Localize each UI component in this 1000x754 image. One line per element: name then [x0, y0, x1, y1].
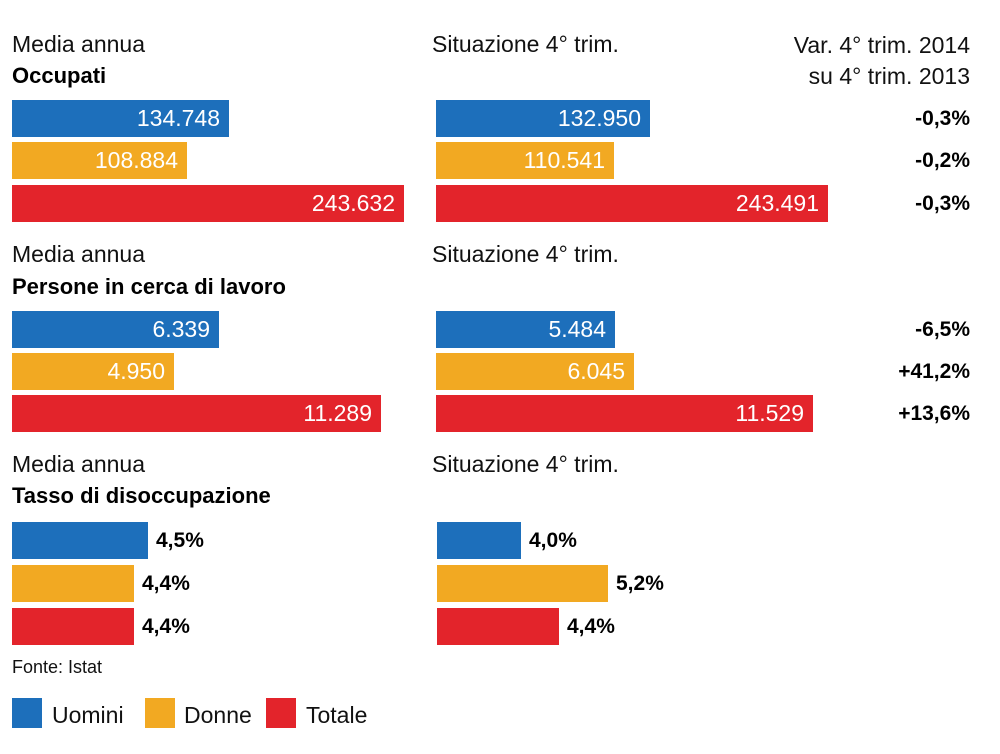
bar-cerca-annual-uomini: 6.339 — [12, 311, 219, 348]
legend-label-uomini: Uomini — [52, 702, 124, 728]
change-occupati-totale: -0,3% — [915, 192, 970, 215]
bar-tasso-annual-totale — [12, 608, 134, 645]
section2-left-label: Media annua — [12, 241, 145, 267]
value-tasso-q4-uomini: 4,0% — [529, 529, 577, 552]
source-note: Fonte: Istat — [12, 657, 103, 677]
value-tasso-q4-totale: 4,4% — [567, 615, 615, 638]
bar-cerca-q4-uomini: 5.484 — [436, 311, 615, 348]
bar-value: 243.491 — [735, 190, 819, 216]
change-occupati-donne: -0,2% — [915, 149, 970, 172]
section3-right-label: Situazione 4° trim. — [432, 451, 619, 477]
bar-value: 11.289 — [303, 400, 372, 426]
variation-header-line1: Var. 4° trim. 2014 — [793, 32, 970, 58]
bar-tasso-annual-donne — [12, 565, 134, 602]
bar-value: 6.339 — [152, 316, 210, 342]
legend-swatch-donne — [145, 698, 175, 728]
section3-left-label: Media annua — [12, 451, 145, 477]
bar-cerca-annual-totale: 11.289 — [12, 395, 381, 432]
section1-title: Occupati — [12, 63, 107, 88]
bar-value: 6.045 — [567, 358, 625, 384]
change-occupati-uomini: -0,3% — [915, 107, 970, 130]
bar-tasso-annual-uomini — [12, 522, 148, 559]
legend-swatch-totale — [266, 698, 296, 728]
section1-left-label: Media annua — [12, 31, 145, 57]
bar-occupati-annual-donne: 108.884 — [12, 142, 187, 179]
bar-tasso-q4-totale — [437, 608, 559, 645]
value-tasso-annual-totale: 4,4% — [142, 615, 190, 638]
value-tasso-annual-uomini: 4,5% — [156, 529, 204, 552]
section1-right-label: Situazione 4° trim. — [432, 31, 619, 57]
bar-occupati-annual-totale: 243.632 — [12, 185, 404, 222]
change-cerca-totale: +13,6% — [898, 402, 970, 425]
bar-occupati-q4-uomini: 132.950 — [436, 100, 650, 137]
bar-value: 110.541 — [523, 147, 605, 173]
legend-swatch-uomini — [12, 698, 42, 728]
change-cerca-donne: +41,2% — [898, 360, 970, 383]
bar-cerca-annual-donne: 4.950 — [12, 353, 174, 390]
bar-value: 132.950 — [557, 105, 641, 131]
legend-label-totale: Totale — [306, 702, 368, 728]
section3-title: Tasso di disoccupazione — [12, 483, 271, 508]
section2-right-label: Situazione 4° trim. — [432, 241, 619, 267]
value-tasso-q4-donne: 5,2% — [616, 572, 664, 595]
bar-cerca-q4-totale: 11.529 — [436, 395, 813, 432]
bar-value: 5.484 — [548, 316, 606, 342]
variation-header: Var. 4° trim. 2014 su 4° trim. 2013 — [794, 30, 970, 92]
bar-value: 243.632 — [311, 190, 395, 216]
bar-cerca-q4-donne: 6.045 — [436, 353, 634, 390]
bar-occupati-q4-totale: 243.491 — [436, 185, 828, 222]
bar-tasso-q4-donne — [437, 565, 608, 602]
bar-occupati-annual-uomini: 134.748 — [12, 100, 229, 137]
bar-occupati-q4-donne: 110.541 — [436, 142, 614, 179]
variation-header-line2: su 4° trim. 2013 — [808, 63, 970, 89]
legend-label-donne: Donne — [184, 702, 252, 728]
value-tasso-annual-donne: 4,4% — [142, 572, 190, 595]
bar-value: 11.529 — [735, 400, 804, 426]
bar-value: 4.950 — [107, 358, 165, 384]
bar-value: 108.884 — [94, 147, 178, 173]
bar-tasso-q4-uomini — [437, 522, 521, 559]
section2-title: Persone in cerca di lavoro — [12, 274, 286, 299]
bar-value: 134.748 — [136, 105, 220, 131]
change-cerca-uomini: -6,5% — [915, 318, 970, 341]
